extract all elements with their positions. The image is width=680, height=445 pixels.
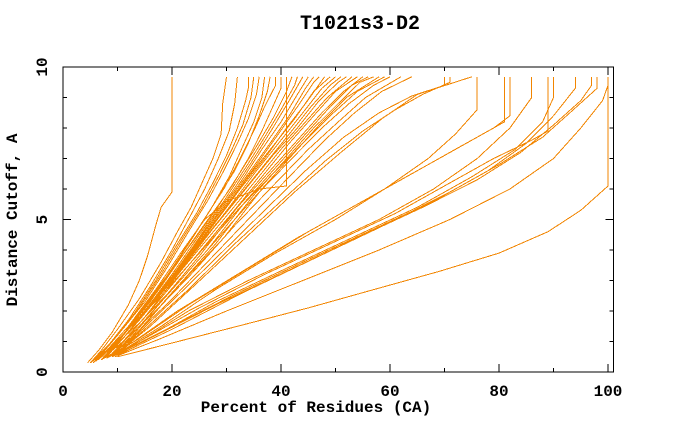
- model-curve: [100, 76, 402, 361]
- model-curve: [111, 76, 593, 358]
- y-axis-tick-label: 5: [34, 215, 52, 225]
- y-axis-tick-label: 0: [34, 367, 52, 377]
- chart-title: T1021s3-D2: [300, 13, 420, 36]
- x-axis-label: Percent of Residues (CA): [201, 399, 431, 417]
- x-axis-tick-label: 60: [380, 383, 399, 401]
- x-axis-tick-label: 0: [58, 383, 68, 401]
- y-axis-tick-label: 10: [34, 57, 52, 76]
- model-curve: [114, 76, 554, 356]
- model-curve: [106, 76, 413, 359]
- model-curve: [117, 76, 609, 358]
- model-curve: [89, 76, 227, 364]
- model-curve: [122, 76, 380, 351]
- x-axis-tick-label: 80: [489, 383, 508, 401]
- model-curve: [106, 76, 511, 359]
- model-curve: [114, 76, 472, 356]
- model-curve: [98, 76, 331, 361]
- y-axis-label: Distance Cutoff, A: [4, 133, 22, 306]
- model-curve: [95, 76, 391, 362]
- model-curves-group: [87, 76, 609, 364]
- tick-labels-group: 0 20 40 60 80 100 0 5 10: [34, 57, 622, 401]
- model-curve: [119, 76, 374, 353]
- model-curve: [114, 76, 609, 358]
- model-curve: [95, 76, 260, 362]
- model-curve: [108, 76, 445, 358]
- model-curve: [111, 76, 451, 358]
- model-curve: [87, 76, 173, 364]
- x-axis-tick-label: 100: [594, 383, 623, 401]
- model-curve: [117, 76, 598, 356]
- plot-frame-group: [62, 66, 614, 373]
- model-curve: [117, 76, 576, 355]
- model-curve: [111, 76, 549, 358]
- model-curve: [106, 76, 347, 358]
- model-curve: [95, 76, 293, 362]
- x-axis-tick-label: 40: [271, 383, 290, 401]
- model-curve: [89, 76, 249, 364]
- model-curve: [117, 76, 478, 355]
- model-curve: [109, 76, 533, 358]
- model-curve: [111, 76, 358, 356]
- model-curve: [100, 76, 505, 361]
- model-curve: [89, 76, 385, 364]
- x-axis-tick-label: 20: [162, 383, 181, 401]
- model-curve: [108, 76, 353, 358]
- model-curve: [92, 76, 238, 362]
